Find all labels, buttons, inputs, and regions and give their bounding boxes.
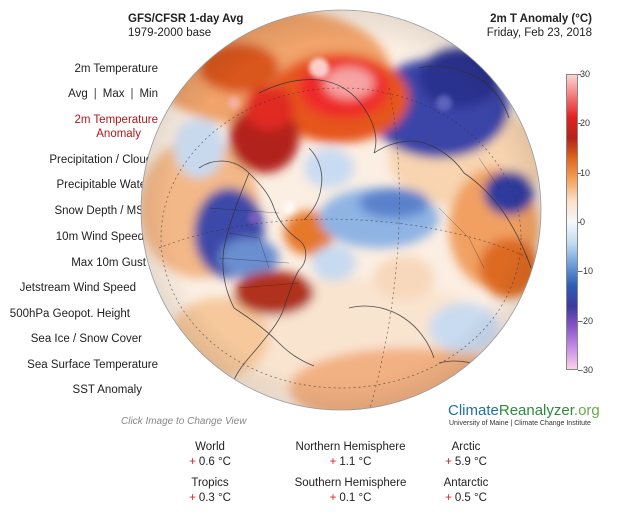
colorbar-tick-label: 20: [580, 118, 591, 129]
brand-part-climate: Climate: [448, 402, 499, 419]
anomaly-stats: World +0.6 °C Northern Hemisphere +1.1 °…: [0, 440, 620, 510]
globe-outline: [140, 9, 542, 411]
menu-sea-ice-snow-cover[interactable]: Sea Ice / Snow Cover: [30, 333, 142, 345]
menu-avg-max-min: Avg | Max | Min: [68, 87, 158, 101]
menu-max-10m-gust[interactable]: Max 10m Gust: [71, 257, 146, 269]
brand-part-org: .org: [573, 402, 600, 419]
stat-label: Northern Hemisphere: [295, 441, 406, 453]
stat-tropics: Tropics +0.3 °C: [155, 476, 265, 506]
colorbar-tick-label: 0: [580, 217, 586, 227]
stat-value: 0.5 °C: [454, 492, 487, 504]
stat-southern-hemisphere: Southern Hemisphere +0.1 °C: [283, 476, 418, 506]
colorbar-tick-mark: [578, 320, 581, 322]
map-variable-title: 2m T Anomaly (°C): [490, 13, 592, 25]
base-period: 1979-2000 base: [128, 27, 212, 39]
menu-temperature-anomaly-line2[interactable]: Anomaly: [96, 128, 141, 140]
colorbar-tick-mark: [578, 123, 581, 125]
menu-max[interactable]: Max: [102, 88, 125, 100]
model-info: GFS/CFSR 1-day Avg 1979-2000 base: [128, 12, 243, 40]
colorbar-tick-mark: [578, 370, 581, 371]
menu-sst-anomaly[interactable]: SST Anomaly: [72, 384, 142, 396]
stat-value: 1.1 °C: [339, 456, 372, 468]
colorbar-tick-label: 30: [580, 69, 591, 79]
stat-label: Southern Hemisphere: [294, 477, 407, 489]
globe-map[interactable]: [139, 8, 543, 412]
brand-logo[interactable]: ClimateReanalyzer.org: [448, 402, 600, 420]
anomaly-field: [141, 10, 541, 410]
colorbar-tick-label: -20: [580, 315, 594, 326]
stat-label: Antarctic: [443, 477, 489, 489]
stat-sign: +: [445, 492, 452, 504]
colorbar-tick-label: -30: [580, 365, 594, 375]
colorbar-tick-mark: [578, 271, 581, 273]
stat-label: Arctic: [451, 441, 481, 453]
change-view-hint: Click Image to Change View: [121, 416, 247, 427]
menu-precipitation-clouds[interactable]: Precipitation / Clouds: [49, 154, 158, 166]
stat-sign: +: [329, 456, 337, 468]
stat-label: World: [195, 441, 225, 453]
menu-10m-wind-speed[interactable]: 10m Wind Speed: [55, 231, 144, 243]
brand-subtitle: University of Maine | Climate Change Ins…: [449, 420, 591, 427]
menu-sea-surface-temperature[interactable]: Sea Surface Temperature: [27, 359, 158, 371]
stat-value: 5.9 °C: [454, 456, 487, 468]
colorbar-tick-label: -10: [580, 266, 594, 277]
stat-value: 0.1 °C: [339, 492, 372, 504]
colorbar-tick-mark: [578, 222, 581, 223]
brand-part-reanalyzer: Reanalyzer: [498, 402, 574, 419]
stat-world: World +0.6 °C: [155, 440, 265, 470]
colorbar: [566, 74, 578, 370]
colorbar-tick-label: 10: [580, 167, 591, 178]
stat-value: 0.3 °C: [198, 492, 231, 504]
menu-2m-temperature[interactable]: 2m Temperature: [74, 63, 158, 75]
menu-precipitable-water[interactable]: Precipitable Water: [56, 179, 150, 191]
menu-jetstream-wind-speed[interactable]: Jetstream Wind Speed: [19, 282, 136, 294]
stat-sign: +: [189, 456, 196, 468]
map-info: 2m T Anomaly (°C) Friday, Feb 23, 2018: [487, 12, 592, 40]
colorbar-ticks: 30 20 10 0 -10 -20 -30: [578, 69, 610, 375]
menu-snow-depth-mslp[interactable]: Snow Depth / MSLP: [54, 205, 158, 217]
colorbar-tick-mark: [578, 74, 581, 75]
stat-value: 0.6 °C: [198, 456, 231, 468]
stat-sign: +: [329, 492, 337, 504]
menu-min[interactable]: Min: [139, 88, 158, 100]
stat-sign: +: [189, 492, 196, 504]
menu-temperature-anomaly-line1[interactable]: 2m Temperature: [74, 114, 158, 126]
menu-avg[interactable]: Avg: [68, 88, 88, 100]
stat-northern-hemisphere: Northern Hemisphere +1.1 °C: [283, 440, 418, 470]
menu-separator: |: [130, 88, 134, 100]
model-title: GFS/CFSR 1-day Avg: [128, 13, 244, 25]
map-date: Friday, Feb 23, 2018: [486, 27, 592, 39]
stat-label: Tropics: [191, 477, 229, 489]
stat-antarctic: Antarctic +0.5 °C: [411, 476, 521, 506]
menu-separator: |: [93, 88, 97, 100]
stat-arctic: Arctic +5.9 °C: [411, 440, 521, 470]
menu-500hpa-geopotential-height[interactable]: 500hPa Geopot. Height: [9, 308, 130, 320]
stat-sign: +: [445, 456, 452, 468]
colorbar-tick-mark: [578, 172, 581, 174]
